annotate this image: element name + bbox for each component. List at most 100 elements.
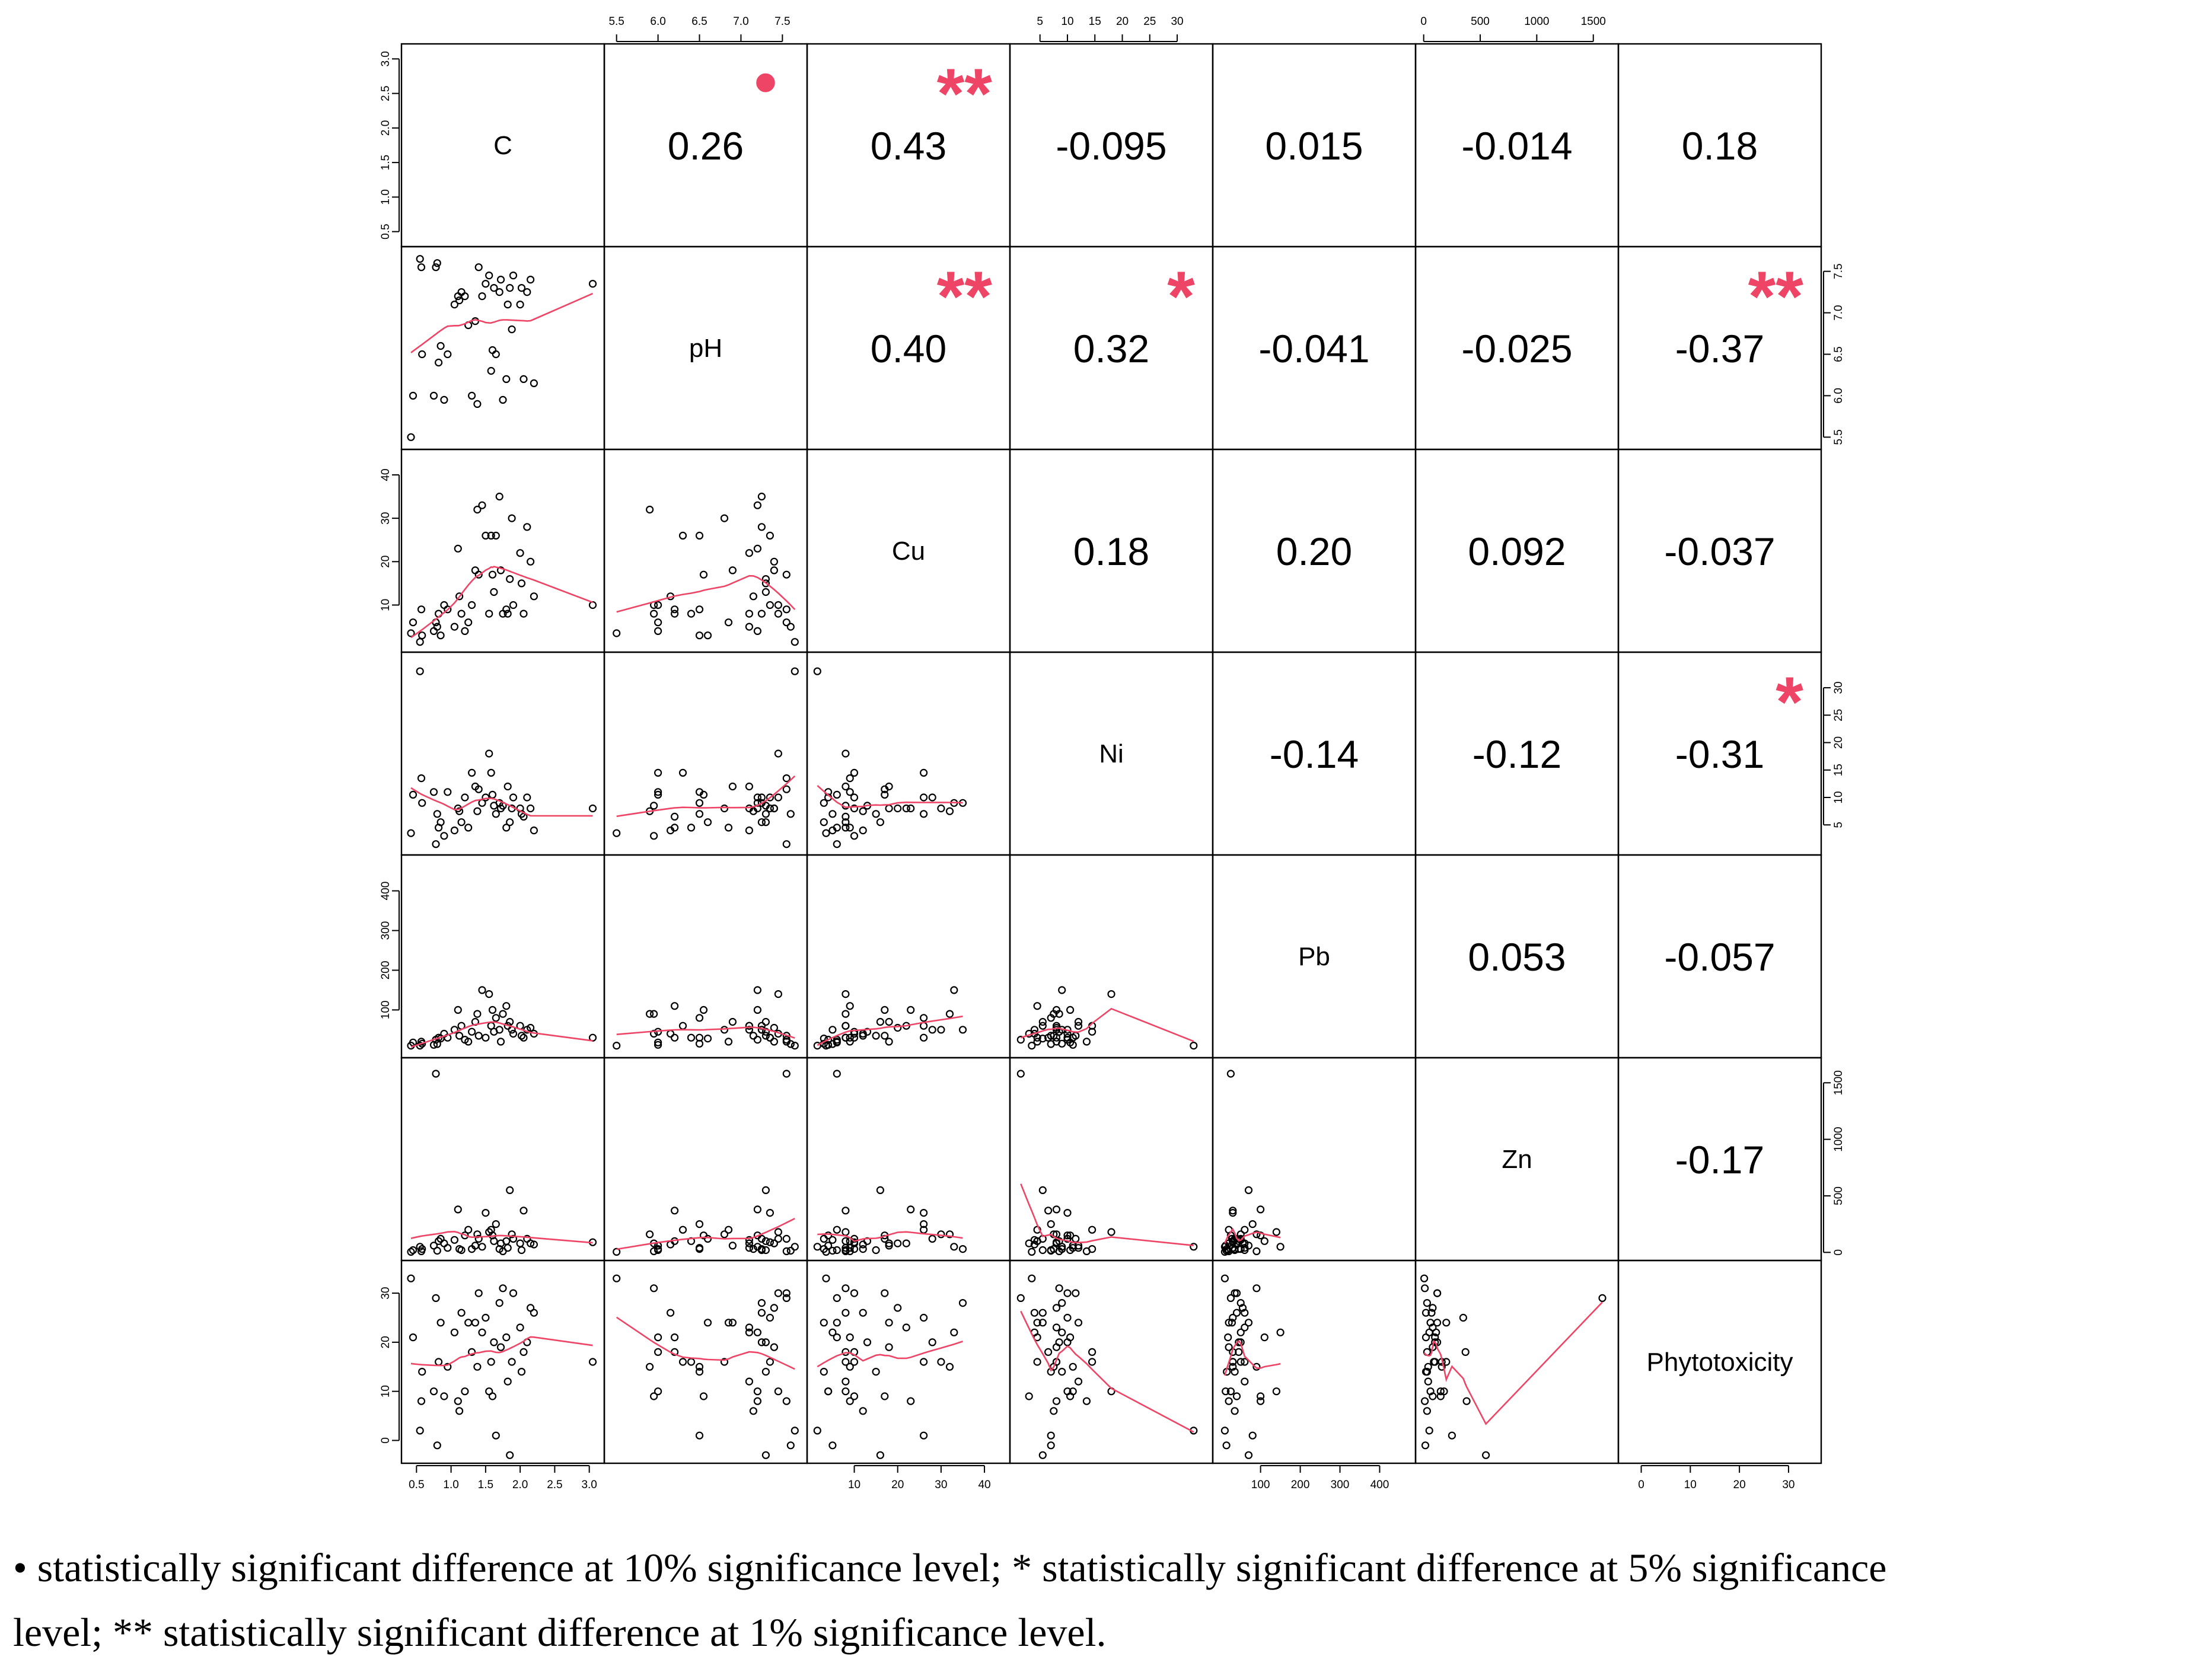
scatter-point: [945, 807, 954, 815]
scatter-point: [791, 667, 799, 675]
panel-frame-zn-cu: [806, 1057, 1011, 1262]
scatter-point: [757, 609, 766, 618]
scatter-point: [678, 531, 687, 540]
scatter-point: [1236, 1328, 1245, 1336]
scatter-point: [859, 1245, 867, 1253]
scatter-point: [1088, 1358, 1097, 1366]
scatter-point: [782, 840, 791, 848]
scatter-point: [1225, 1343, 1233, 1351]
scatter-point: [822, 1274, 830, 1282]
y-tick-label: 1.5: [380, 155, 392, 170]
y-tick-label: 20: [380, 1336, 392, 1348]
scatter-point: [766, 531, 774, 540]
y-tick-label: 300: [380, 921, 392, 940]
scatter-point: [824, 1387, 833, 1396]
scatter-point: [842, 1309, 850, 1317]
y-tick-label: 500: [1832, 1186, 1845, 1205]
panel-frame-pb-ph: [603, 854, 808, 1059]
scatter-point: [1225, 1319, 1233, 1327]
scatter-point: [894, 1239, 902, 1247]
scatter-point: [1033, 1038, 1041, 1046]
correlation-c-phytotoxicity: 0.18: [1682, 124, 1758, 168]
scatter-point: [649, 1247, 658, 1255]
scatter-point: [457, 1309, 466, 1317]
scatter-point: [473, 400, 482, 409]
scatter-point: [478, 1243, 486, 1251]
scatter-point: [1423, 1299, 1431, 1307]
scatter-point: [530, 379, 538, 388]
x-tick-label: 5: [1037, 15, 1043, 28]
scatter-point: [487, 366, 495, 375]
scatter-point: [492, 1431, 500, 1440]
scatter-point: [517, 1032, 526, 1040]
scatter-point: [444, 350, 452, 359]
scatter-point: [1229, 1313, 1237, 1322]
scatter-point: [770, 1239, 779, 1247]
x-tick-label: 500: [1471, 15, 1490, 28]
scatter-point: [436, 1319, 445, 1327]
x-tick-label: 2.0: [512, 1479, 528, 1491]
scatter-point: [1052, 1205, 1061, 1214]
smoother-line-phytotoxicity-c: [410, 1336, 593, 1367]
scatter-point: [461, 292, 469, 301]
smoother-line-zn-ni: [1020, 1183, 1194, 1246]
scatter-point: [757, 1245, 766, 1253]
scatter-point: [418, 799, 426, 807]
smoother-line-phytotoxicity-cu: [817, 1341, 963, 1368]
scatter-point: [526, 276, 535, 284]
scatter-point: [1241, 1323, 1249, 1332]
scatter-point: [842, 782, 850, 791]
scatter-point: [649, 832, 658, 840]
scatter-point: [509, 1289, 518, 1297]
scatter-point: [417, 263, 426, 272]
scatter-point: [753, 1205, 762, 1214]
scatter-point: [1244, 1319, 1253, 1327]
scatter-point: [761, 1246, 770, 1255]
scatter-point: [950, 1328, 958, 1336]
correlation-zn-phytotoxicity: -0.17: [1675, 1138, 1764, 1182]
scatter-point: [503, 1244, 512, 1252]
scatter-point: [678, 1022, 687, 1030]
scatter-point: [822, 829, 830, 837]
y-tick-label: 30: [1832, 681, 1845, 694]
scatter-point: [842, 812, 850, 821]
scatter-point: [506, 575, 514, 583]
scatter-point: [490, 284, 498, 292]
scatter-point: [509, 601, 518, 609]
scatter-point: [885, 1017, 893, 1026]
scatter-point: [1052, 1343, 1061, 1351]
scatter-point: [654, 1041, 662, 1049]
scatter-point: [436, 342, 445, 350]
scatter-point: [519, 375, 528, 384]
scatter-point: [695, 799, 704, 807]
scatter-point: [1066, 1006, 1075, 1014]
scatter-point: [429, 1387, 438, 1396]
significance-mark-ph-ni: *: [1167, 257, 1195, 336]
scatter-point: [1038, 1017, 1047, 1026]
scatter-point: [508, 1230, 516, 1239]
scatter-point: [464, 824, 473, 832]
scatter-point: [464, 1226, 473, 1234]
scatter-point: [833, 824, 841, 832]
scatter-point: [1038, 1309, 1047, 1317]
y-tick-label: 6.5: [1832, 346, 1845, 362]
y-tick-label: 30: [380, 512, 392, 525]
scatter-point: [455, 807, 464, 815]
scatter-point: [766, 1208, 774, 1217]
scatter-point: [761, 1017, 770, 1026]
correlation-pb-phytotoxicity: -0.057: [1664, 935, 1775, 979]
scatter-point: [1063, 1208, 1072, 1217]
scatter-point: [418, 631, 426, 640]
scatter-point: [720, 804, 729, 813]
scatter-point: [417, 774, 426, 783]
scatter-point: [842, 749, 850, 758]
y-tick-label: 10: [1832, 791, 1845, 803]
scatter-point: [440, 1239, 448, 1247]
scatter-point: [937, 1026, 945, 1034]
scatter-point: [859, 807, 867, 815]
scatter-point: [416, 638, 424, 646]
scatter-point: [928, 793, 936, 802]
scatter-point: [434, 358, 443, 367]
scatter-point: [455, 1407, 464, 1415]
scatter-point: [1257, 1231, 1265, 1240]
